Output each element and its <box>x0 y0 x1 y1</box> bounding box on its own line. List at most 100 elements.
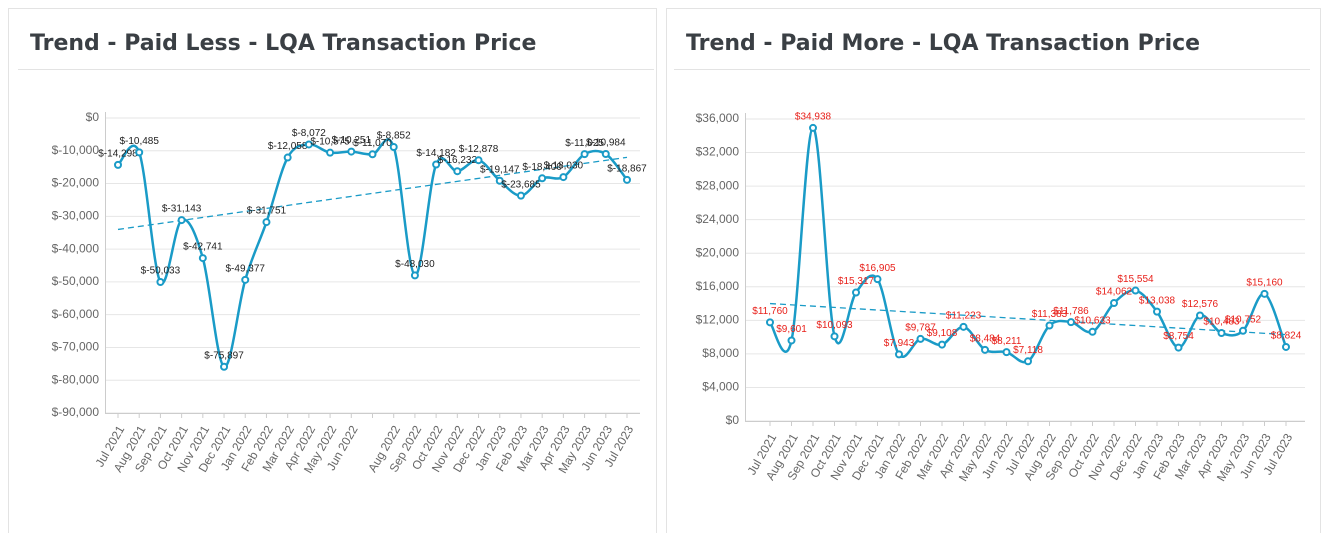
value-label: $-14,182 <box>416 148 456 159</box>
y-tick-label: $4,000 <box>702 380 739 394</box>
series-line <box>117 138 628 369</box>
panel-border <box>666 8 1321 533</box>
value-label: $-23,685 <box>501 179 541 190</box>
point <box>981 345 989 354</box>
point <box>1045 321 1054 330</box>
y-tick-label: $0 <box>86 110 100 124</box>
point <box>1153 307 1161 316</box>
value-label: $10,752 <box>1225 314 1262 325</box>
y-tick-label: $-70,000 <box>52 340 100 354</box>
value-label: $8,211 <box>992 336 1022 347</box>
value-label: $7,118 <box>1013 345 1043 356</box>
point <box>177 216 186 225</box>
value-label: $10,633 <box>1074 315 1111 326</box>
value-label: $-49,377 <box>226 263 266 274</box>
y-tick-label: $-80,000 <box>52 372 100 386</box>
value-label: $34,938 <box>795 112 832 123</box>
point <box>938 340 946 349</box>
value-label: $-50,033 <box>141 266 181 277</box>
value-label: $-31,143 <box>162 204 202 215</box>
point <box>1131 286 1140 295</box>
y-tick-label: $24,000 <box>696 212 740 226</box>
point <box>830 332 839 341</box>
value-label: $9,108 <box>927 328 958 339</box>
value-label: $13,038 <box>1139 295 1176 306</box>
point <box>135 148 144 157</box>
value-label: $10,483 <box>1203 317 1240 328</box>
value-label: $14,062 <box>1096 287 1133 298</box>
point <box>916 334 925 343</box>
value-label: $-11,025 <box>565 138 604 149</box>
value-label: $-10,485 <box>119 136 159 147</box>
value-label: $12,576 <box>1182 299 1219 310</box>
point <box>809 123 817 132</box>
value-label: $-10,575 <box>310 136 350 147</box>
value-label: $-48,030 <box>395 259 435 270</box>
point <box>432 160 441 169</box>
value-label: $7,943 <box>884 338 915 349</box>
y-tick-label: $12,000 <box>696 313 740 327</box>
value-label: $8,484 <box>970 333 1001 344</box>
y-tick-label: $16,000 <box>696 279 740 293</box>
point <box>474 156 483 165</box>
point <box>559 173 568 182</box>
point <box>1260 289 1269 298</box>
value-label: $-12,878 <box>459 144 499 155</box>
point <box>873 275 882 284</box>
point <box>1002 348 1011 357</box>
point <box>1110 299 1118 308</box>
y-tick-label: $-20,000 <box>52 176 100 190</box>
trend-line <box>769 302 1287 336</box>
chart-title: Trend - Paid Less - LQA Transaction Pric… <box>30 31 536 56</box>
value-label: $10,093 <box>816 320 853 331</box>
point <box>368 150 377 159</box>
point <box>304 140 313 149</box>
point <box>516 191 525 200</box>
value-label: $8,754 <box>1163 331 1194 342</box>
point <box>262 218 271 227</box>
value-label: $-14,298 <box>98 149 138 160</box>
point <box>389 143 398 152</box>
y-tick-label: $28,000 <box>696 178 740 192</box>
point <box>1282 342 1290 351</box>
point <box>959 322 968 331</box>
point <box>1067 318 1075 327</box>
point <box>1217 329 1226 338</box>
point <box>1196 311 1204 320</box>
point <box>114 160 122 169</box>
point <box>766 318 774 327</box>
value-label: $-42,741 <box>183 242 223 253</box>
value-label: $-18,867 <box>607 163 647 174</box>
point <box>1174 343 1183 352</box>
value-label: $-8,072 <box>292 128 326 139</box>
chart-title: Trend - Paid More - LQA Transaction Pric… <box>686 31 1200 56</box>
point <box>283 153 292 162</box>
y-tick-label: $-10,000 <box>52 143 100 157</box>
value-label: $9,601 <box>776 324 807 335</box>
point <box>453 167 462 176</box>
value-label: $16,905 <box>859 263 896 274</box>
point <box>1088 327 1097 336</box>
value-label: $-19,147 <box>480 164 520 175</box>
point <box>410 271 419 280</box>
point <box>895 350 903 359</box>
point <box>347 147 356 156</box>
panel-border <box>8 8 657 533</box>
value-label: $15,317 <box>838 276 875 287</box>
y-tick-label: $20,000 <box>696 245 740 259</box>
trend-line <box>117 156 628 231</box>
value-label: $-18,400 <box>522 162 562 173</box>
value-label: $11,223 <box>946 310 982 321</box>
point <box>1239 326 1247 335</box>
value-label: $9,787 <box>905 323 936 334</box>
point <box>787 336 796 345</box>
value-label: $11,383 <box>1032 309 1068 320</box>
y-tick-label: $32,000 <box>696 145 740 159</box>
point <box>538 174 547 183</box>
y-tick-label: $36,000 <box>696 111 740 125</box>
point <box>601 150 610 159</box>
y-tick-label: $-60,000 <box>52 307 100 321</box>
value-label: $-31,751 <box>247 206 287 217</box>
